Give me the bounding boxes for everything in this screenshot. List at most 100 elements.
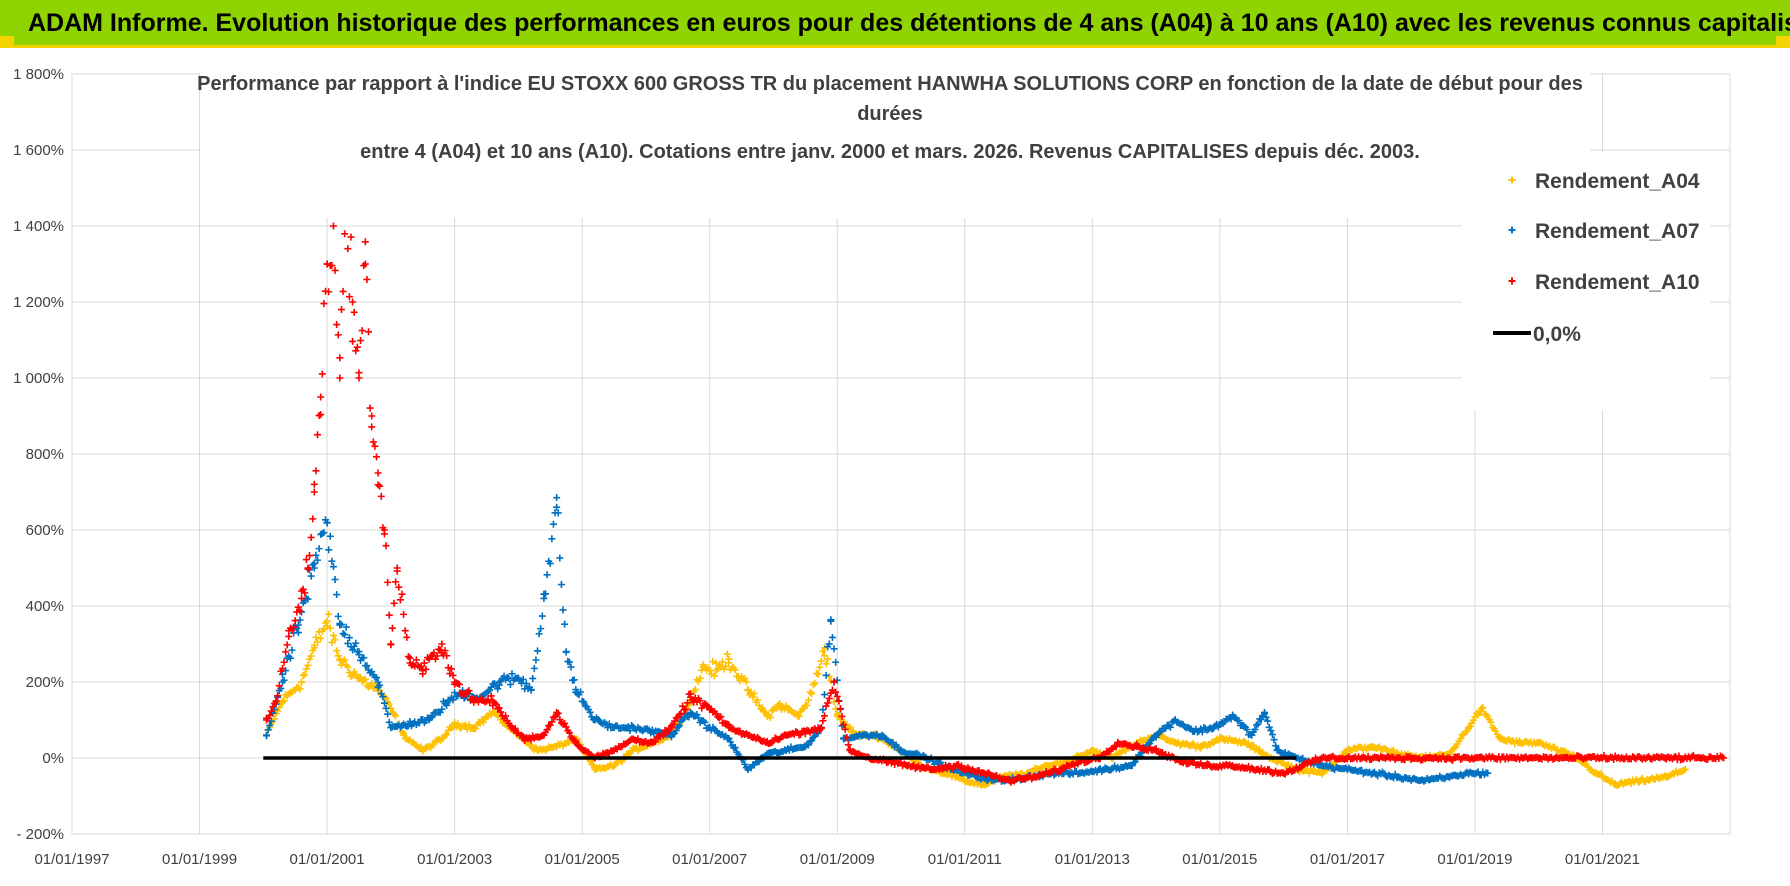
- scatter-mark: [349, 646, 357, 654]
- scatter-mark: [353, 343, 361, 351]
- scatter-mark: [840, 721, 848, 729]
- header-corner-right: [1776, 36, 1790, 45]
- x-tick-label: 01/01/2013: [1055, 851, 1130, 868]
- scatter-mark: [443, 652, 451, 660]
- scatter-mark: [412, 656, 420, 664]
- scatter-mark: [355, 369, 363, 377]
- scatter-mark: [395, 583, 403, 591]
- scatter-mark: [352, 639, 360, 647]
- scatter-mark: [693, 698, 701, 706]
- scatter-mark: [309, 515, 317, 523]
- scatter-mark: [1251, 726, 1259, 734]
- scatter-mark: [626, 727, 634, 735]
- legend-swatch-rendement-a10: [1508, 277, 1516, 285]
- scatter-mark: [1249, 741, 1257, 749]
- scatter-mark: [577, 688, 585, 696]
- scatter-mark: [293, 624, 301, 632]
- scatter-mark: [844, 741, 852, 749]
- scatter-mark: [556, 554, 564, 562]
- scatter-mark: [717, 713, 725, 721]
- y-tick-label: 200%: [26, 674, 64, 691]
- scatter-mark: [572, 737, 580, 745]
- x-tick-label: 01/01/1999: [162, 851, 237, 868]
- scatter-mark: [372, 453, 380, 461]
- scatter-mark: [1198, 728, 1206, 736]
- scatter-mark: [447, 665, 455, 673]
- scatter-mark: [1267, 727, 1275, 735]
- scatter-mark: [1299, 754, 1307, 762]
- scatter-mark: [825, 640, 833, 648]
- legend-label-0-0-: 0,0%: [1533, 323, 1581, 346]
- scatter-mark: [750, 690, 758, 698]
- scatter-mark: [363, 275, 371, 283]
- scatter-mark: [302, 665, 310, 673]
- scatter-mark: [1235, 717, 1243, 725]
- scatter-mark: [328, 557, 336, 565]
- scatter-mark: [830, 645, 838, 653]
- scatter-mark: [382, 542, 390, 550]
- scatter-mark: [267, 707, 275, 715]
- scatter-mark: [835, 697, 843, 705]
- scatter-mark: [314, 556, 322, 564]
- scatter-mark: [422, 665, 430, 673]
- data-point: [374, 469, 382, 477]
- y-tick-label: 800%: [26, 446, 64, 463]
- scatter-mark: [537, 625, 545, 633]
- scatter-mark: [506, 681, 514, 689]
- scatter-mark: [449, 671, 457, 679]
- scatter-mark: [1482, 769, 1490, 777]
- scatter-mark: [344, 663, 352, 671]
- scatter-mark: [331, 576, 339, 584]
- scatter-mark: [726, 738, 734, 746]
- scatter-mark: [372, 674, 380, 682]
- scatter-mark: [843, 734, 851, 742]
- scatter-mark: [817, 657, 825, 665]
- scatter-mark: [374, 481, 382, 489]
- scatter-mark: [1281, 749, 1289, 757]
- scatter-mark: [816, 663, 824, 671]
- data-point: [438, 640, 446, 648]
- x-tick-label: 01/01/2009: [800, 851, 875, 868]
- scatter-mark: [832, 688, 840, 696]
- scatter-mark: [336, 354, 344, 362]
- scatter-mark: [304, 565, 312, 573]
- scatter-mark: [312, 633, 320, 641]
- y-tick-label: 1 000%: [13, 370, 64, 387]
- scatter-mark: [546, 559, 554, 567]
- scatter-mark: [349, 671, 357, 679]
- scatter-mark: [272, 698, 280, 706]
- scatter-mark: [333, 647, 341, 655]
- scatter-mark: [1253, 721, 1261, 729]
- scatter-mark: [333, 321, 341, 329]
- scatter-mark: [341, 230, 349, 238]
- scatter-mark: [302, 556, 310, 564]
- scatter-mark: [554, 509, 562, 517]
- series-rendement-a10: [262, 145, 1728, 786]
- scatter-mark: [379, 524, 387, 532]
- y-tick-label: 1 600%: [13, 142, 64, 159]
- scatter-mark: [286, 654, 294, 662]
- y-tick-label: 400%: [26, 598, 64, 615]
- scatter-mark: [502, 712, 510, 720]
- scatter-mark: [393, 567, 401, 575]
- scatter-mark: [317, 634, 325, 642]
- scatter-mark: [312, 551, 320, 559]
- scatter-mark: [283, 641, 291, 649]
- scatter-mark: [492, 700, 500, 708]
- scatter-mark: [398, 590, 406, 598]
- scatter-mark: [696, 674, 704, 682]
- report-header: ADAM Informe. Evolution historique des p…: [0, 0, 1790, 48]
- scatter-mark: [548, 535, 556, 543]
- scatter-mark: [341, 656, 349, 664]
- scatter-mark: [333, 591, 341, 599]
- scatter-mark: [310, 559, 318, 567]
- scatter-mark: [562, 723, 570, 731]
- scatter-mark: [358, 327, 366, 335]
- scatter-mark: [344, 639, 352, 647]
- scatter-mark: [500, 672, 508, 680]
- scatter-mark: [345, 293, 353, 301]
- scatter-mark: [325, 546, 333, 554]
- scatter-mark: [385, 718, 393, 726]
- scatter-mark: [376, 681, 384, 689]
- x-tick-label: 01/01/2003: [417, 851, 492, 868]
